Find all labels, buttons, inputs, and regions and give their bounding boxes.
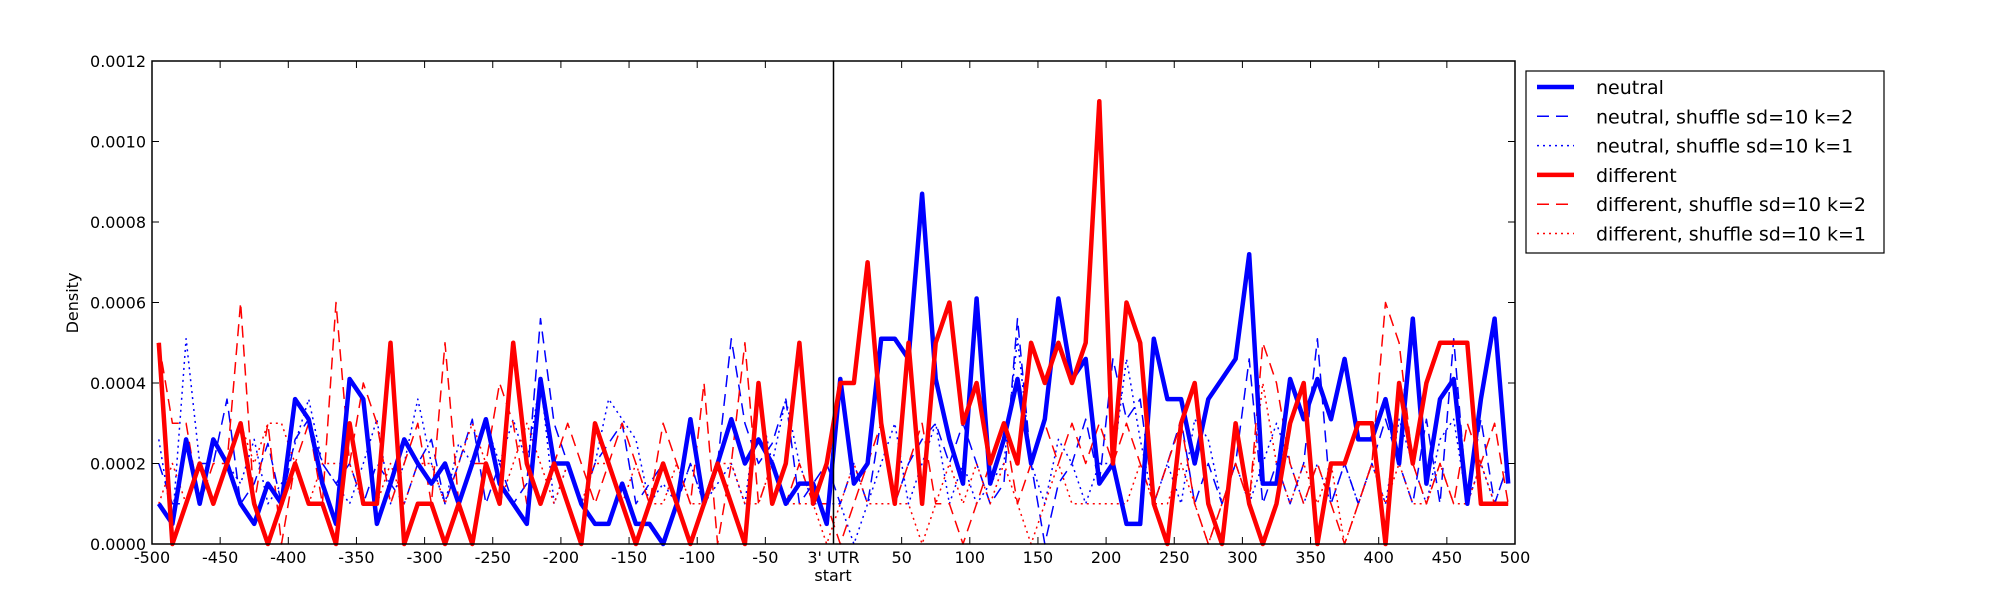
y-tick-label: 0.0010 bbox=[90, 133, 146, 152]
legend-label-5: different, shuffle sd=10 k=1 bbox=[1596, 224, 1866, 246]
y-tick-label: 0.0008 bbox=[90, 213, 146, 232]
ticks-layer: -500 -450 -400 -350 -300 -250 -200 -150 -100 -50 3… bbox=[90, 52, 1530, 567]
legend-label-1: neutral, shuffle sd=10 k=2 bbox=[1596, 106, 1853, 128]
x-tick-label: 100 bbox=[955, 548, 986, 567]
x-tick-label: 250 bbox=[1159, 548, 1190, 567]
x-tick-label: 500 bbox=[1500, 548, 1531, 567]
x-tick-label: 150 bbox=[1023, 548, 1054, 567]
x-tick-label: 350 bbox=[1295, 548, 1326, 567]
x-tick-label: 450 bbox=[1432, 548, 1463, 567]
y-axis-label: Density bbox=[63, 273, 82, 334]
x-tick-label: -100 bbox=[679, 548, 715, 567]
x-tick-label: -450 bbox=[202, 548, 238, 567]
x-tick-label: 300 bbox=[1227, 548, 1258, 567]
x-tick-label: -200 bbox=[543, 548, 579, 567]
x-tick-label: -500 bbox=[134, 548, 170, 567]
x-axis-label: start bbox=[814, 566, 851, 585]
x-tick-label: -400 bbox=[270, 548, 306, 567]
y-tick-label: 0.0012 bbox=[90, 52, 146, 71]
x-tick-label: 200 bbox=[1091, 548, 1122, 567]
x-tick-label: 3' UTR bbox=[807, 548, 859, 567]
y-tick-label: 0.0000 bbox=[90, 535, 146, 554]
x-tick-label: -300 bbox=[406, 548, 442, 567]
x-tick-label: -50 bbox=[752, 548, 778, 567]
x-tick-label: 400 bbox=[1363, 548, 1394, 567]
legend-label-2: neutral, shuffle sd=10 k=1 bbox=[1596, 136, 1853, 158]
y-tick-label: 0.0006 bbox=[90, 294, 146, 313]
y-tick-label: 0.0004 bbox=[90, 374, 146, 393]
x-tick-label: -250 bbox=[475, 548, 511, 567]
legend-label-3: different bbox=[1596, 165, 1677, 187]
legend: neutral neutral, shuffle sd=10 k=2 neutral… bbox=[1525, 70, 1885, 254]
legend-label-0: neutral bbox=[1596, 77, 1664, 99]
legend-items: neutral neutral, shuffle sd=10 k=2 neutral… bbox=[1537, 77, 1866, 246]
y-tick-label: 0.0002 bbox=[90, 455, 146, 474]
x-tick-label: 50 bbox=[891, 548, 911, 567]
x-tick-label: -150 bbox=[611, 548, 647, 567]
legend-box bbox=[1525, 70, 1885, 254]
x-tick-label: -350 bbox=[338, 548, 374, 567]
legend-label-4: different, shuffle sd=10 k=2 bbox=[1596, 194, 1866, 216]
